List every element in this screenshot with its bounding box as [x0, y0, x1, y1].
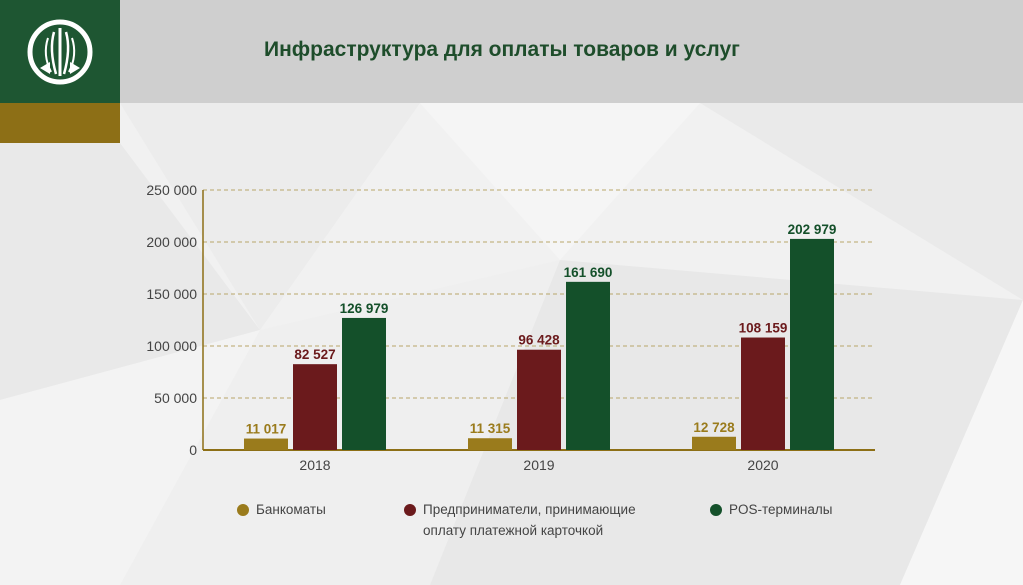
legend-label: Предприниматели, принимающие оплату плате… [423, 502, 636, 538]
legend-label: Банкоматы [256, 502, 326, 517]
y-tick-label: 100 000 [146, 338, 197, 354]
header-band [0, 0, 1023, 103]
data-label: 82 527 [294, 347, 335, 362]
data-label: 12 728 [693, 420, 735, 435]
logo-gold-band [0, 103, 120, 143]
x-tick-label: 2018 [299, 457, 330, 473]
bar-2-2018 [293, 364, 337, 450]
legend-item: Предприниматели, принимающие оплату плате… [404, 501, 636, 541]
data-label: 11 315 [470, 421, 511, 436]
y-tick-label: 150 000 [146, 286, 197, 302]
legend-swatch [710, 504, 722, 516]
data-label: 108 159 [739, 321, 788, 336]
legend-swatch [237, 504, 249, 516]
y-tick-label: 200 000 [146, 234, 197, 250]
data-label: 126 979 [340, 301, 389, 316]
data-label: 11 017 [246, 422, 287, 437]
bar-3-2019 [566, 281, 610, 450]
x-tick-label: 2020 [747, 457, 778, 473]
y-tick-label: 0 [189, 442, 197, 458]
bar-3-2020 [790, 238, 834, 450]
bar-3-2018 [342, 317, 386, 450]
bar-1-2018 [244, 438, 288, 450]
y-tick-label: 50 000 [154, 390, 197, 406]
bar-chart: 0 50 000 100 000 150 000 200 000 250 000 11 01… [146, 182, 875, 473]
wheat-emblem-icon [27, 19, 93, 85]
legend-label: POS-терминалы [729, 502, 833, 517]
legend-swatch [404, 504, 416, 516]
bar-1-2019 [468, 438, 512, 450]
page-title: Инфраструктура для оплаты товаров и услу… [264, 38, 740, 61]
bar-2-2020 [741, 337, 785, 450]
y-tick-label: 250 000 [146, 182, 197, 198]
legend-item: POS-терминалы [710, 501, 832, 520]
data-label: 161 690 [564, 265, 613, 280]
data-label: 96 428 [518, 333, 560, 348]
logo-box [0, 0, 120, 103]
x-tick-label: 2019 [523, 457, 554, 473]
data-label: 202 979 [788, 222, 837, 237]
bar-2-2019 [517, 349, 561, 450]
bar-1-2020 [692, 436, 736, 450]
chart-legend: Банкоматы Предприниматели, принимающие опл… [0, 501, 1023, 551]
legend-item: Банкоматы [237, 501, 326, 520]
